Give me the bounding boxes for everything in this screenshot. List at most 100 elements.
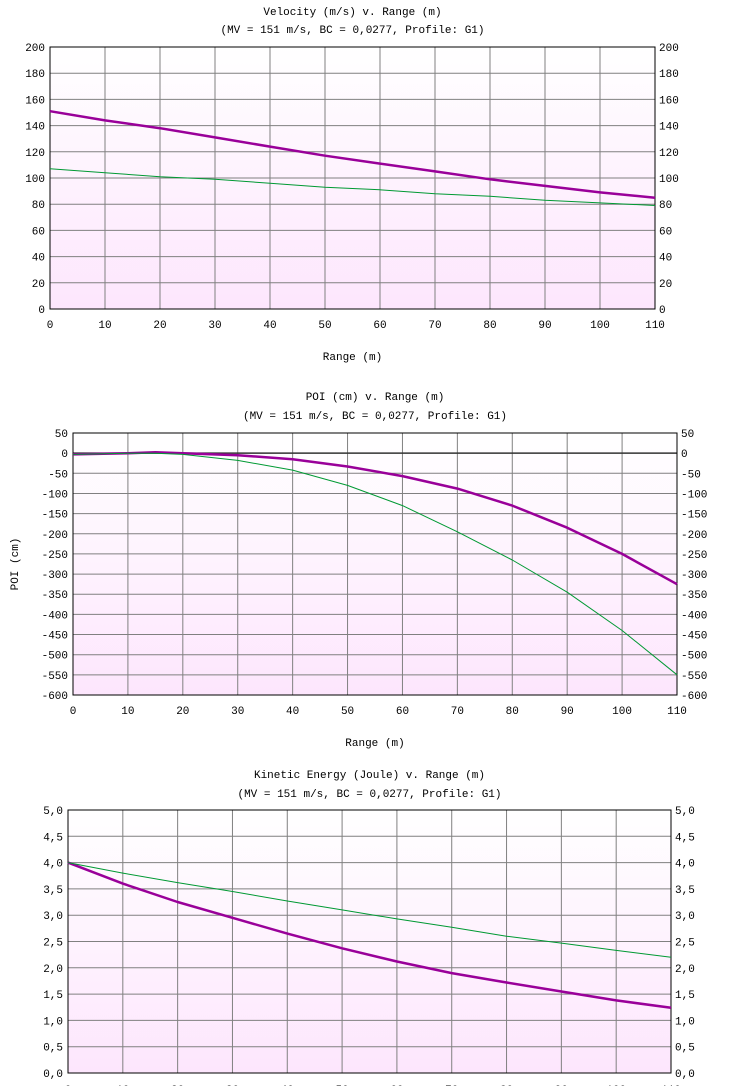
x-tick-label: 60 <box>396 706 409 718</box>
plot-border <box>72 432 678 696</box>
y-tick-label-left: -550 <box>42 671 68 683</box>
y-tick-label-left: -300 <box>42 570 68 582</box>
y-tick-label-right: 1,0 <box>675 1016 695 1028</box>
y-tick-label-left: 120 <box>25 148 45 160</box>
y-tick-label-right: -400 <box>681 610 707 622</box>
y-tick-label-right: 20 <box>659 279 672 291</box>
chart-title: POI (cm) v. Range (m) <box>306 392 445 404</box>
y-tick-label-left: 80 <box>32 200 45 212</box>
y-tick-label-left: 40 <box>32 253 45 265</box>
y-tick-label-right: 200 <box>659 43 679 55</box>
y-tick-label-left: 4,0 <box>43 859 63 871</box>
y-tick-label-right: -500 <box>681 651 707 663</box>
series-line-secondary <box>67 862 672 958</box>
series-line-secondary <box>72 452 678 676</box>
y-tick-label-left: -350 <box>42 590 68 602</box>
x-tick-label: 110 <box>667 706 687 718</box>
x-tick-label: 80 <box>483 320 496 332</box>
y-tick-label-left: 0,0 <box>43 1069 63 1081</box>
y-tick-label-right: 0 <box>659 305 666 317</box>
x-axis-label: Range (m) <box>323 352 382 364</box>
y-tick-label-right: -350 <box>681 590 707 602</box>
y-tick-label-right: 2,0 <box>675 964 695 976</box>
chart-2: POI (cm) v. Range (m) (MV = 151 m/s, BC =… <box>10 392 707 750</box>
y-tick-label-left: 4,5 <box>43 832 63 844</box>
x-tick-label: 110 <box>645 320 665 332</box>
y-tick-label-right: 0,5 <box>675 1043 695 1055</box>
y-axis-label: POI (cm) <box>10 538 22 591</box>
x-tick-label: 100 <box>590 320 610 332</box>
y-tick-label-left: 1,0 <box>43 1016 63 1028</box>
x-axis-label: Range (m) <box>345 738 404 750</box>
y-tick-label-left: 200 <box>25 43 45 55</box>
y-tick-label-left: 0 <box>61 449 68 461</box>
y-tick-label-left: 0 <box>38 305 45 317</box>
series-line-secondary <box>49 168 656 206</box>
x-tick-label: 30 <box>231 706 244 718</box>
x-tick-label: 40 <box>263 320 276 332</box>
y-tick-label-right: 140 <box>659 122 679 134</box>
x-tick-label: 0 <box>70 706 77 718</box>
y-tick-label-left: 20 <box>32 279 45 291</box>
y-tick-label-left: 60 <box>32 226 45 238</box>
y-tick-label-left: -450 <box>42 631 68 643</box>
y-tick-label-right: -50 <box>681 469 701 481</box>
y-tick-label-right: 1,5 <box>675 990 695 1002</box>
y-tick-label-left: 2,5 <box>43 938 63 950</box>
plot-border <box>67 809 672 1074</box>
chart-3: Kinetic Energy (Joule) v. Range (m) (MV =… <box>43 770 695 1086</box>
y-tick-label-right: -250 <box>681 550 707 562</box>
y-tick-label-right: -200 <box>681 530 707 542</box>
y-tick-label-right: -450 <box>681 631 707 643</box>
x-tick-label: 10 <box>121 706 134 718</box>
y-tick-label-right: 50 <box>681 429 694 441</box>
y-tick-label-left: 100 <box>25 174 45 186</box>
y-tick-label-left: 160 <box>25 95 45 107</box>
chart-subtitle: (MV = 151 m/s, BC = 0,0277, Profile: G1) <box>243 411 507 423</box>
y-tick-label-right: 120 <box>659 148 679 160</box>
y-tick-label-left: 0,5 <box>43 1043 63 1055</box>
y-tick-label-right: -100 <box>681 489 707 501</box>
x-tick-label: 40 <box>286 706 299 718</box>
chart-1: Velocity (m/s) v. Range (m) (MV = 151 m/s… <box>25 7 679 364</box>
y-tick-label-left: 5,0 <box>43 806 63 818</box>
x-tick-label: 100 <box>612 706 632 718</box>
plot-area <box>73 433 677 695</box>
y-tick-label-left: 2,0 <box>43 964 63 976</box>
y-tick-label-left: -50 <box>48 469 68 481</box>
y-tick-label-left: 140 <box>25 122 45 134</box>
y-tick-label-right: 60 <box>659 226 672 238</box>
y-tick-label-right: -600 <box>681 691 707 703</box>
x-tick-label: 50 <box>318 320 331 332</box>
y-tick-label-left: -600 <box>42 691 68 703</box>
y-tick-label-right: 0 <box>681 449 688 461</box>
y-tick-label-right: 100 <box>659 174 679 186</box>
chart-subtitle: (MV = 151 m/s, BC = 0,0277, Profile: G1) <box>220 25 484 37</box>
x-tick-label: 30 <box>208 320 221 332</box>
y-tick-label-right: 3,0 <box>675 911 695 923</box>
chart-subtitle: (MV = 151 m/s, BC = 0,0277, Profile: G1) <box>237 789 501 801</box>
y-tick-label-right: 2,5 <box>675 938 695 950</box>
y-tick-label-right: 180 <box>659 69 679 81</box>
y-tick-label-left: 3,5 <box>43 885 63 897</box>
chart-title: Kinetic Energy (Joule) v. Range (m) <box>254 770 485 782</box>
y-tick-label-right: -550 <box>681 671 707 683</box>
y-tick-label-right: 4,0 <box>675 859 695 871</box>
y-tick-label-right: 160 <box>659 95 679 107</box>
x-tick-label: 0 <box>47 320 54 332</box>
x-tick-label: 70 <box>428 320 441 332</box>
y-tick-label-right: 4,5 <box>675 832 695 844</box>
x-tick-label: 20 <box>153 320 166 332</box>
series-line-primary <box>49 109 656 199</box>
y-tick-label-right: 80 <box>659 200 672 212</box>
y-tick-label-left: 180 <box>25 69 45 81</box>
plot-border <box>49 46 656 310</box>
series-line-primary <box>72 451 678 586</box>
y-tick-label-left: 50 <box>55 429 68 441</box>
x-tick-label: 70 <box>451 706 464 718</box>
y-tick-label-right: -300 <box>681 570 707 582</box>
x-tick-label: 20 <box>176 706 189 718</box>
y-tick-label-right: -150 <box>681 510 707 522</box>
x-tick-label: 80 <box>506 706 519 718</box>
